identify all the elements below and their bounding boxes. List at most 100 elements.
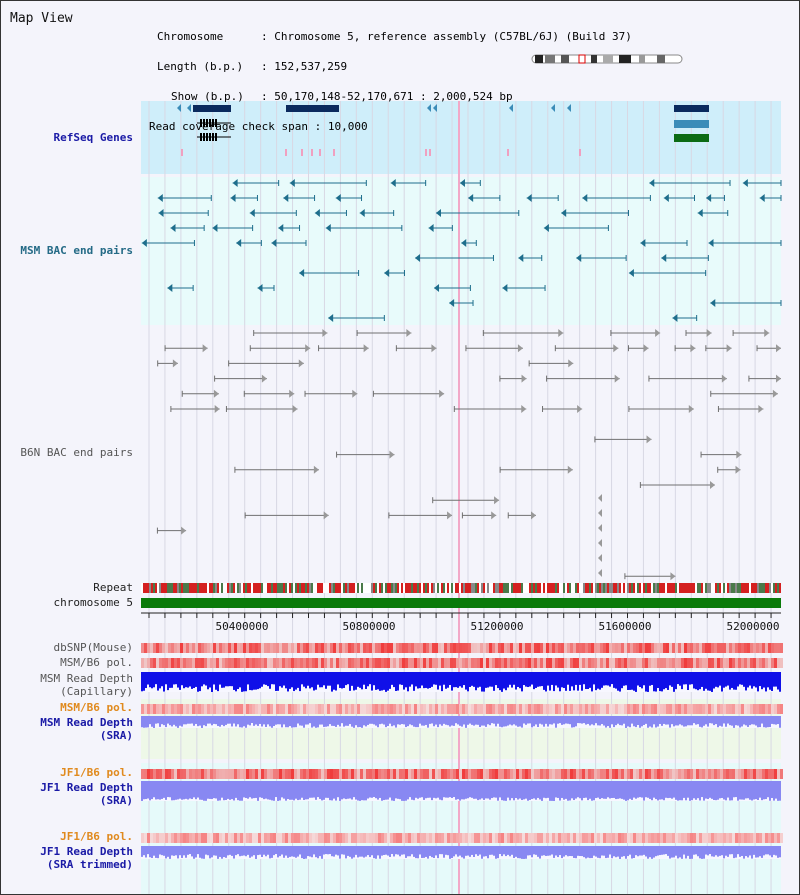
heat-cell (513, 658, 516, 668)
depth-bar (687, 672, 689, 691)
depth-bar (237, 672, 239, 690)
repeat-mark (767, 583, 769, 593)
repeat-mark (641, 583, 643, 593)
heat-cell (618, 769, 621, 779)
heat-cell (591, 833, 594, 843)
depth-bar (729, 781, 731, 801)
depth-bar (381, 672, 383, 691)
repeat-mark (149, 583, 151, 593)
depth-bar (265, 716, 267, 727)
heat-cell (657, 643, 660, 653)
depth-bar (269, 716, 271, 727)
bac-end (759, 194, 765, 202)
bac-end (363, 344, 369, 353)
heat-cell (267, 704, 270, 714)
heat-cell (333, 643, 336, 653)
heat-cell (621, 643, 624, 653)
heat-cell (504, 704, 507, 714)
depth-bar (463, 781, 465, 800)
heat-cell (192, 658, 195, 668)
heat-cell (297, 643, 300, 653)
heat-cell (708, 704, 711, 714)
heat-cell (567, 769, 570, 779)
heat-cell (633, 769, 636, 779)
depth-bar (341, 672, 343, 689)
depth-bar (607, 716, 609, 727)
repeat-mark (631, 583, 633, 593)
depth-bar (405, 781, 407, 801)
depth-bar (483, 846, 485, 857)
depth-bar (201, 716, 203, 728)
repeat-mark (501, 583, 503, 593)
heat-cell (432, 658, 435, 668)
depth-bar (291, 716, 293, 728)
depth-bar (281, 846, 283, 855)
depth-bar (591, 672, 593, 692)
depth-bar (527, 716, 529, 724)
depth-bar (461, 672, 463, 688)
heat-cell (174, 658, 177, 668)
bac-end (461, 239, 467, 247)
heat-cell (225, 643, 228, 653)
exon (200, 133, 202, 141)
heat-cell (597, 769, 600, 779)
repeat-mark (771, 583, 773, 593)
depth-bar (437, 716, 439, 728)
depth-bar (671, 672, 673, 687)
depth-bar (411, 781, 413, 800)
heat-cell (339, 704, 342, 714)
depth-bar (173, 781, 175, 801)
repeat-mark (429, 583, 431, 593)
depth-bar (611, 716, 613, 725)
repeat-mark (303, 583, 305, 593)
depth-bar (315, 672, 317, 690)
heat-cell (756, 658, 759, 668)
repeat-mark (455, 583, 457, 593)
depth-bar (485, 672, 487, 688)
repeat-mark (407, 583, 409, 593)
depth-bar (263, 781, 265, 800)
heat-cell (315, 769, 318, 779)
repeat-mark (681, 583, 683, 593)
depth-bar (363, 716, 365, 726)
heat-cell (183, 704, 186, 714)
depth-bar (433, 716, 435, 727)
depth-bar (247, 846, 249, 855)
depth-bar (405, 716, 407, 728)
depth-bar (429, 781, 431, 798)
heat-cell (384, 769, 387, 779)
heat-cell (447, 833, 450, 843)
depth-bar (695, 846, 697, 855)
heat-cell (489, 704, 492, 714)
chromosome-ideogram[interactable] (531, 54, 686, 65)
heat-cell (156, 658, 159, 668)
heat-cell (651, 704, 654, 714)
repeat-mark (351, 583, 353, 593)
heat-cell (195, 658, 198, 668)
depth-bar (361, 672, 363, 690)
heat-cell (426, 833, 429, 843)
heat-cell (234, 643, 237, 653)
depth-bar (475, 716, 477, 725)
heat-cell (573, 704, 576, 714)
heat-cell (759, 704, 762, 714)
depth-bar (397, 781, 399, 799)
bac-end (517, 344, 523, 353)
repeat-mark (389, 583, 391, 593)
depth-bar (223, 781, 225, 801)
heat-cell (363, 704, 366, 714)
heat-cell (381, 833, 384, 843)
depth-bar (323, 716, 325, 727)
depth-bar (581, 716, 583, 724)
heat-cell (744, 643, 747, 653)
repeat-mark (395, 583, 397, 593)
heat-cell (591, 658, 594, 668)
heat-cell (612, 658, 615, 668)
heat-cell (240, 658, 243, 668)
heat-cell (153, 833, 156, 843)
depth-bar (403, 672, 405, 690)
heat-cell (345, 704, 348, 714)
depth-bar (273, 672, 275, 685)
heat-cell (645, 769, 648, 779)
heat-cell (225, 769, 228, 779)
